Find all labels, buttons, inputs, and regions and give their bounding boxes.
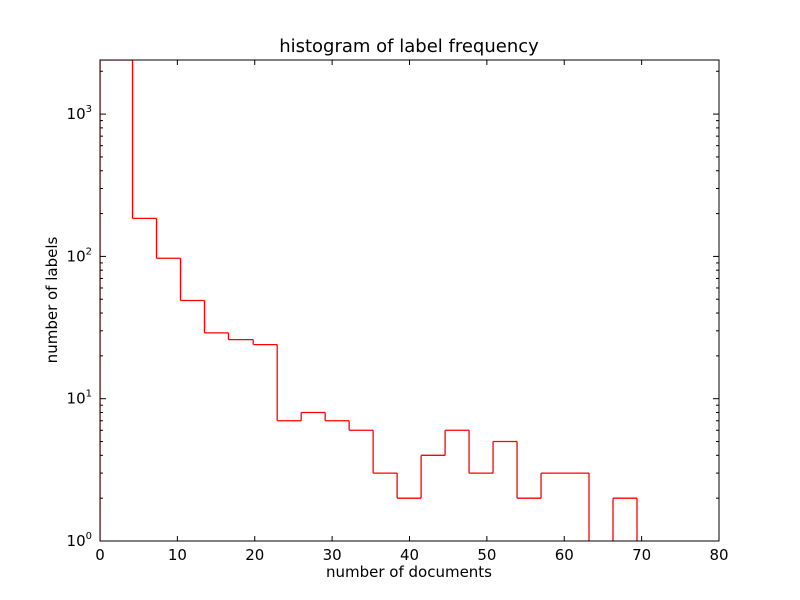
- x-tick-label: 20: [245, 546, 264, 564]
- histogram-bin: [252, 339, 278, 346]
- histogram-bin: [396, 473, 422, 499]
- histogram-bin: [179, 258, 205, 302]
- histogram-bin: [420, 454, 446, 499]
- histogram-bin: [348, 420, 374, 431]
- histogram-bin: [131, 60, 157, 220]
- histogram-bin: [227, 332, 254, 341]
- chart-title: histogram of label frequency: [279, 36, 539, 57]
- y-tick-label: 102: [67, 246, 92, 265]
- histogram-bin: [540, 472, 566, 499]
- histogram-bin: [155, 218, 181, 259]
- histogram-bin: [444, 429, 470, 456]
- x-tick-label: 80: [709, 546, 728, 564]
- histogram-bin: [612, 497, 638, 541]
- x-tick-label: 40: [400, 546, 419, 564]
- y-axis-label: number of labels: [43, 237, 61, 364]
- x-tick-label: 60: [555, 546, 574, 564]
- y-axis-ticks: 100 101 102 103: [67, 70, 719, 550]
- histogram-bin: [516, 441, 542, 499]
- histogram-bin: [588, 473, 590, 541]
- x-axis-label: number of documents: [326, 563, 492, 581]
- x-tick-label: 50: [477, 546, 496, 564]
- x-tick-label: 30: [323, 546, 342, 564]
- x-tick-label: 10: [168, 546, 187, 564]
- y-tick-label: 100: [67, 531, 92, 550]
- histogram-bin: [276, 344, 302, 422]
- x-tick-label: 70: [632, 546, 651, 564]
- histogram-bin: [468, 430, 494, 474]
- histogram-bin: [324, 412, 350, 422]
- histogram-bin: [203, 300, 229, 334]
- histogram-bin: [372, 430, 398, 474]
- y-tick-label: 103: [67, 104, 92, 123]
- y-tick-label: 101: [67, 389, 92, 408]
- x-axis-ticks: 0 10 20 30 40 50 60 70 80: [95, 60, 729, 564]
- x-tick-label: 0: [95, 546, 105, 564]
- histogram-bin: [300, 411, 326, 421]
- plot-area: [100, 60, 638, 541]
- histogram-bin: [492, 440, 518, 474]
